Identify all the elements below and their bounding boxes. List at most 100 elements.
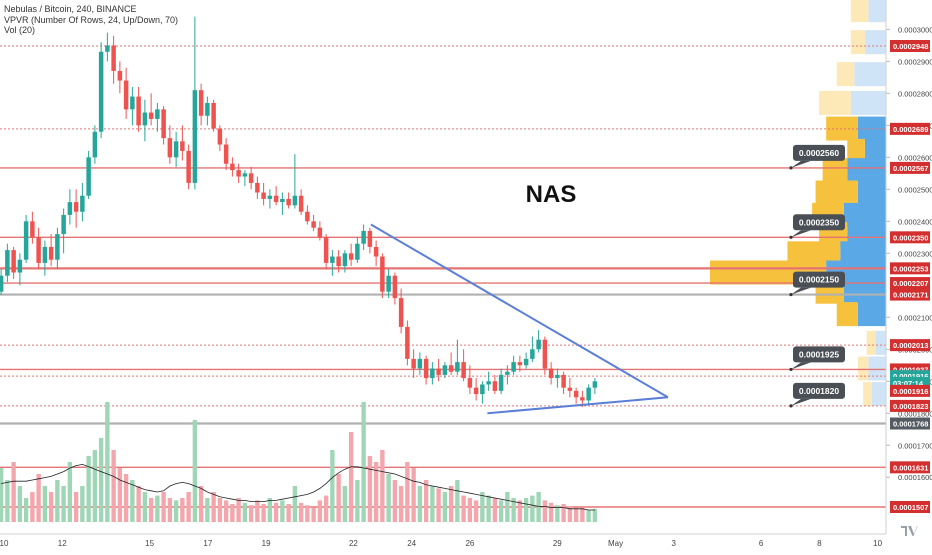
x-tick-label: 15 xyxy=(145,539,154,548)
x-tick-label: 29 xyxy=(553,539,562,548)
candle-body xyxy=(373,246,379,257)
candle-body xyxy=(67,202,73,215)
candle-body xyxy=(592,381,598,388)
callout-box xyxy=(793,382,845,399)
volume-bar xyxy=(0,468,4,522)
vpvr-bar-up xyxy=(857,302,886,327)
candle-body xyxy=(567,387,573,391)
callout-anchor-dot xyxy=(789,235,793,239)
candle-body xyxy=(223,144,229,164)
candle-body xyxy=(186,150,191,183)
candle-body xyxy=(455,362,460,372)
tradingview-logo-icon[interactable] xyxy=(900,524,918,538)
price-badge xyxy=(890,417,930,430)
vpvr-bar-down xyxy=(857,356,869,381)
volume-bar xyxy=(280,500,285,522)
vpvr-bar-up xyxy=(864,138,886,163)
volume-bar xyxy=(292,486,298,522)
candle-body xyxy=(61,214,66,235)
legend-vpvr[interactable]: VPVR (Number Of Rows, 24, Up/Down, 70) xyxy=(4,14,179,25)
callout-anchor-dot xyxy=(789,166,793,170)
volume-bar xyxy=(505,492,510,522)
candle-body xyxy=(542,339,548,369)
price-badge xyxy=(890,384,930,397)
volume-bar xyxy=(436,488,441,522)
volume-bar xyxy=(205,498,210,522)
volume-bar xyxy=(411,468,416,522)
volume-bar xyxy=(580,507,585,522)
candle-body xyxy=(242,173,248,177)
callout-pointer xyxy=(791,362,811,370)
volume-bar xyxy=(455,480,460,522)
volume-bar xyxy=(105,402,110,522)
candle-body xyxy=(536,339,541,350)
callout-anchor-dot xyxy=(789,404,793,408)
y-tick-label: 0.0003000 xyxy=(898,25,932,34)
callout-box xyxy=(793,214,845,231)
legend-symbol[interactable]: Nebulas / Bitcoin, 240, BINANCE xyxy=(4,4,137,14)
candle-body xyxy=(448,365,454,372)
annotation-nas: NAS xyxy=(526,181,577,208)
price-badge-label: 0.0002350 xyxy=(893,233,928,242)
candle-body xyxy=(505,371,510,375)
volume-bar xyxy=(373,462,379,522)
volume-bar xyxy=(361,402,366,522)
candle-body xyxy=(148,112,154,119)
callout-box xyxy=(793,271,845,288)
volume-bar xyxy=(248,505,254,522)
candle-body xyxy=(311,221,316,228)
vpvr-bar-up xyxy=(868,356,886,381)
vpvr-bar-down xyxy=(863,382,872,407)
candle-body xyxy=(86,157,91,196)
candle-body xyxy=(17,259,23,273)
volume-bar xyxy=(555,505,560,522)
legend-volume[interactable]: Vol (20) xyxy=(4,25,36,35)
price-badge xyxy=(890,461,930,474)
vpvr-bar-down xyxy=(836,62,855,87)
volume-bar xyxy=(486,495,491,522)
candle-body xyxy=(192,90,198,183)
volume-bar xyxy=(117,468,123,522)
volume-bar xyxy=(480,492,485,522)
volume-bar xyxy=(261,504,266,522)
volume-bar xyxy=(430,486,435,522)
volume-bar xyxy=(17,486,23,522)
volume-bar xyxy=(5,480,10,522)
chart-legend: Nebulas / Bitcoin, 240, BINANCE VPVR (Nu… xyxy=(4,4,178,36)
callout-label: 0.0001820 xyxy=(799,386,839,396)
vpvr-bar-up xyxy=(847,158,886,183)
volume-bar xyxy=(267,498,273,522)
volume-bar xyxy=(542,500,548,522)
callout-label: 0.0001925 xyxy=(799,349,839,359)
candle-body xyxy=(123,80,129,110)
candle-body xyxy=(430,368,435,379)
candle-body xyxy=(261,192,266,199)
volume-bar xyxy=(398,486,404,522)
candle-body xyxy=(180,141,185,151)
volume-bar xyxy=(405,462,410,522)
price-badge xyxy=(890,161,930,174)
x-tick-label: 3 xyxy=(672,539,677,548)
vpvr-bar-down xyxy=(850,30,865,55)
candle-body xyxy=(211,102,216,129)
y-tick-label: 0.0002300 xyxy=(898,249,932,258)
volume-bar xyxy=(367,456,373,522)
candle-body xyxy=(286,198,291,206)
vpvr-bar-up xyxy=(854,62,886,87)
candle-body xyxy=(336,256,341,267)
x-tick-label: 6 xyxy=(759,539,764,548)
volume-bar xyxy=(305,505,310,522)
volume-bar xyxy=(523,498,529,522)
y-tick-label: 0.0001600 xyxy=(898,473,932,482)
volume-bar xyxy=(11,462,16,522)
candle-body xyxy=(117,70,123,81)
volume-bar xyxy=(311,507,316,522)
volume-bar xyxy=(473,500,479,522)
volume-bar xyxy=(355,480,360,522)
volume-bar xyxy=(348,432,354,522)
volume-bar xyxy=(98,438,104,522)
volume-bar xyxy=(467,498,473,522)
volume-bar xyxy=(230,504,235,522)
